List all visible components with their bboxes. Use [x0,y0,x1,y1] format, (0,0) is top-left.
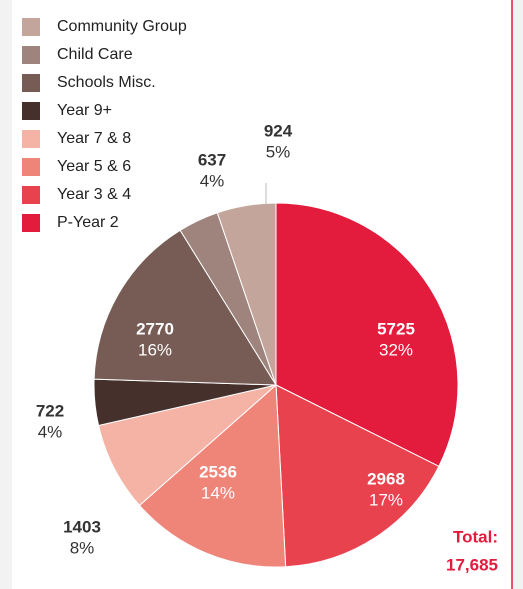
pie-slice [216,202,277,386]
legend-swatch [22,18,40,36]
percent-label: 4% [38,422,63,441]
data-label: 637 [198,150,226,169]
data-label: 924 [264,121,293,140]
pie-slice [275,202,459,467]
legend-label: Community Group [57,18,187,35]
pie-slice [275,384,440,568]
percent-label: 14% [201,483,235,502]
legend-swatch [22,186,40,204]
percent-label: 8% [70,538,95,557]
legend-swatch [22,46,40,64]
percent-label: 16% [138,340,172,359]
data-label: 2968 [367,469,405,488]
legend-label: Schools Misc. [57,74,156,91]
data-label: 1403 [63,517,101,536]
legend-label: P-Year 2 [57,214,119,231]
legend-swatch [22,74,40,92]
pie-slice [93,229,277,386]
percent-label: 4% [200,171,225,190]
legend-swatch [22,130,40,148]
percent-label: 5% [266,142,291,161]
legend-label: Year 9+ [57,102,112,119]
total-label: Total: [453,527,498,546]
data-label: 2536 [199,462,237,481]
legend-label: Year 5 & 6 [57,158,131,175]
data-label: 722 [36,401,64,420]
legend-swatch [22,102,40,120]
legend-label: Year 3 & 4 [57,186,131,203]
total-value: 17,685 [446,555,498,574]
percent-label: 32% [379,340,413,359]
data-label: 2770 [136,319,174,338]
legend-label: Year 7 & 8 [57,130,131,147]
legend-swatch [22,158,40,176]
legend-swatch [22,214,40,232]
pie-slice [97,384,277,507]
percent-label: 17% [369,490,403,509]
legend-label: Child Care [57,46,133,63]
data-label: 5725 [377,319,415,338]
pie-slice [138,383,287,568]
